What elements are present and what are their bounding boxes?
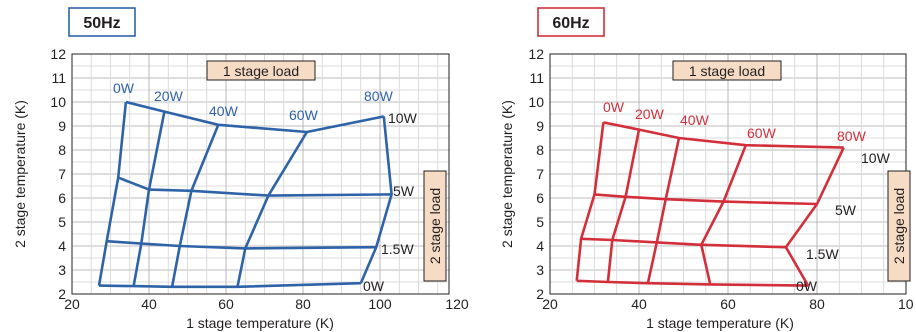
chart-tag-box (537, 7, 605, 37)
x-tick-label: 20 (542, 296, 558, 312)
stage1-load-line-0W (97, 101, 128, 286)
y-tick-label: 6 (58, 190, 66, 206)
stage1-load-line-20W (132, 111, 166, 287)
stage2-load-line-1.5W (106, 239, 377, 250)
y-axis-label: 2 stage temperature (K) (499, 100, 515, 248)
stage1-load-label: 20W (154, 88, 184, 104)
x-axis-label: 1 stage temperature (K) (646, 315, 794, 331)
stage1-load-line-40W (646, 137, 681, 284)
stage1-load-line-0W (575, 122, 605, 281)
stage2-load-label: 0W (363, 278, 385, 294)
y-tick-label: 3 (536, 262, 544, 278)
y-tick-label: 9 (58, 118, 66, 134)
stage1-load-label: 80W (837, 128, 867, 144)
y-tick-label: 2 (58, 286, 66, 302)
stage1-load-box (672, 60, 782, 81)
y-axis-label: 2 stage temperature (K) (12, 100, 28, 248)
x-tick-label: 40 (631, 296, 647, 312)
stage2-load-box (887, 170, 911, 282)
stage2-load-label: 10W (861, 150, 891, 166)
y-tick-label: 3 (58, 262, 66, 278)
stage1-load-line-60W (236, 131, 309, 288)
stage1-load-label: 20W (635, 106, 665, 122)
stage1-load-line-60W (699, 144, 748, 285)
stage2-load-label: 5W (835, 202, 857, 218)
stage2-load-line-0W (576, 279, 809, 287)
plot-grid (549, 53, 907, 295)
plot-frame (71, 53, 450, 295)
y-tick-label: 7 (58, 166, 66, 182)
stage2-load-label: 5W (393, 183, 415, 199)
stage1-load-line-20W (606, 129, 641, 283)
x-tick-label: 20 (64, 296, 80, 312)
y-tick-label: 8 (58, 142, 66, 158)
y-tick-label: 12 (50, 46, 66, 62)
stage2-load-label: 1.5W (381, 241, 414, 257)
stage2-load-line-0W (98, 281, 361, 289)
y-tick-label: 11 (529, 70, 544, 86)
stage1-load-box-label: 1 stage load (223, 63, 299, 79)
chart-panel-60Hz: 60Hz 2 3 4 5 6 7 8 9 10 11 12 20 40 60 80 10 1 stage temp… (499, 7, 914, 331)
x-tick-label: 60 (218, 296, 234, 312)
stage1-load-box (206, 60, 316, 81)
x-tick-label: 120 (445, 296, 469, 312)
chart-panel-50Hz: 50Hz 2 3 4 5 6 7 8 9 10 11 12 20 40 60 80 100 120 1 stage … (12, 7, 469, 331)
x-tick-label: 80 (295, 296, 311, 312)
y-tick-label: 9 (536, 118, 544, 134)
x-tick-label: 80 (809, 296, 825, 312)
y-tick-label: 11 (51, 70, 66, 86)
stage1-load-line-80W (784, 147, 845, 287)
y-tick-label: 4 (58, 238, 66, 254)
chart-tag: 60Hz (552, 15, 589, 32)
chart-tag-box (68, 7, 136, 37)
x-tick-label: 100 (368, 296, 392, 312)
stage2-load-label: 10W (388, 110, 418, 126)
stage2-load-label: 0W (796, 278, 818, 294)
stage2-load-box-label: 2 stage load (891, 188, 907, 264)
stage1-load-label: 0W (603, 99, 625, 115)
stage1-load-line-80W (359, 116, 393, 284)
chart-tag: 50Hz (83, 15, 120, 32)
stage2-load-box (423, 170, 447, 282)
x-tick-label: 60 (720, 296, 736, 312)
stage1-load-label: 40W (680, 112, 710, 128)
stage1-load-label: 80W (364, 88, 394, 104)
y-tick-label: 5 (58, 214, 66, 230)
y-tick-label: 4 (536, 238, 544, 254)
y-tick-label: 7 (536, 166, 544, 182)
stage1-load-label: 60W (289, 107, 319, 123)
x-tick-label: 40 (141, 296, 157, 312)
stage1-load-label: 60W (747, 125, 777, 141)
x-tick-label: 10 (898, 296, 914, 312)
y-tick-label: 10 (528, 94, 544, 110)
stage1-load-line-40W (170, 124, 220, 288)
stage2-load-line-5W (117, 176, 392, 197)
stage2-load-box-label: 2 stage load (427, 188, 443, 264)
y-tick-label: 12 (528, 46, 544, 62)
y-tick-label: 10 (50, 94, 66, 110)
stage1-load-label: 40W (209, 103, 239, 119)
stage1-load-box-label: 1 stage load (689, 63, 765, 79)
stage1-load-label: 0W (113, 80, 135, 96)
y-tick-label: 8 (536, 142, 544, 158)
y-tick-label: 6 (536, 190, 544, 206)
x-axis-label: 1 stage temperature (K) (186, 315, 334, 331)
y-tick-label: 2 (536, 286, 544, 302)
stage2-load-label: 1.5W (806, 246, 839, 262)
y-tick-label: 5 (536, 214, 544, 230)
